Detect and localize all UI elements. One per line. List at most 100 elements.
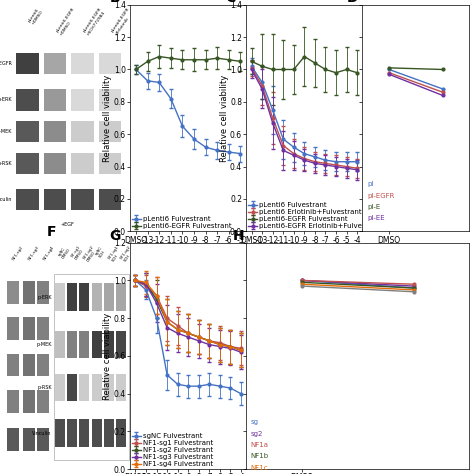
- FancyBboxPatch shape: [99, 89, 121, 110]
- FancyBboxPatch shape: [7, 281, 19, 304]
- FancyBboxPatch shape: [23, 281, 35, 304]
- FancyBboxPatch shape: [104, 374, 114, 401]
- Text: Vinculin: Vinculin: [0, 197, 12, 202]
- FancyBboxPatch shape: [55, 374, 65, 401]
- FancyBboxPatch shape: [23, 318, 35, 340]
- FancyBboxPatch shape: [23, 354, 35, 376]
- Text: H: H: [233, 229, 245, 243]
- FancyBboxPatch shape: [104, 331, 114, 358]
- FancyBboxPatch shape: [91, 331, 102, 358]
- FancyBboxPatch shape: [67, 331, 77, 358]
- FancyBboxPatch shape: [91, 283, 102, 310]
- FancyBboxPatch shape: [79, 419, 90, 447]
- FancyBboxPatch shape: [55, 419, 65, 447]
- FancyBboxPatch shape: [37, 318, 49, 340]
- FancyBboxPatch shape: [37, 281, 49, 304]
- FancyBboxPatch shape: [99, 189, 121, 210]
- Text: sgNC
SCH: sgNC SCH: [95, 245, 108, 258]
- Text: B: B: [109, 0, 120, 5]
- FancyBboxPatch shape: [37, 390, 49, 412]
- FancyBboxPatch shape: [71, 153, 94, 174]
- FancyBboxPatch shape: [7, 318, 19, 340]
- FancyBboxPatch shape: [23, 428, 35, 451]
- Text: p-MEK: p-MEK: [36, 342, 52, 347]
- FancyBboxPatch shape: [91, 419, 102, 447]
- Text: NF1c: NF1c: [251, 465, 268, 471]
- Text: NF1a: NF1a: [251, 442, 269, 448]
- Text: pLenti6-EGFR
+DMSO: pLenti6-EGFR +DMSO: [55, 7, 79, 36]
- Text: pl-E: pl-E: [368, 204, 381, 210]
- FancyBboxPatch shape: [55, 331, 65, 358]
- Text: pLenti6-EGFR
+SCH772984: pLenti6-EGFR +SCH772984: [82, 7, 107, 36]
- Text: NF-sg1
DMSO: NF-sg1 DMSO: [70, 245, 85, 261]
- FancyBboxPatch shape: [79, 374, 90, 401]
- FancyBboxPatch shape: [99, 121, 121, 142]
- Y-axis label: Relative cell viability: Relative cell viability: [103, 74, 112, 162]
- Text: D: D: [346, 0, 358, 5]
- Text: p-RSK: p-RSK: [0, 161, 12, 166]
- FancyBboxPatch shape: [116, 374, 126, 401]
- Text: p-MEK: p-MEK: [0, 129, 12, 134]
- Legend: pLenti6 Fulvestrant, pLenti6 Erlotinib+Fulvestrant, pLenti6-EGFR Fulvestrant, pL: pLenti6 Fulvestrant, pLenti6 Erlotinib+F…: [248, 201, 383, 230]
- Text: pl-EGFR: pl-EGFR: [368, 193, 395, 199]
- FancyBboxPatch shape: [91, 374, 102, 401]
- X-axis label: Fulvestrant (Log₂ μM): Fulvestrant (Log₂ μM): [143, 246, 233, 255]
- Text: pLenti6-EGFR
+Erlotinib: pLenti6-EGFR +Erlotinib: [110, 7, 134, 36]
- FancyBboxPatch shape: [99, 153, 121, 174]
- Legend: sgNC Fulvestrant, NF1-sg1 Fulvestrant, NF1-sg2 Fulvestrant, NF1-sg3 Fulvestrant,: sgNC Fulvestrant, NF1-sg1 Fulvestrant, N…: [132, 432, 214, 468]
- Text: p-ERK: p-ERK: [37, 294, 52, 300]
- FancyBboxPatch shape: [99, 53, 121, 74]
- Text: NF1b: NF1b: [251, 454, 269, 459]
- Text: C: C: [226, 0, 236, 5]
- FancyBboxPatch shape: [71, 53, 94, 74]
- Text: NF1-sg2: NF1-sg2: [12, 245, 25, 261]
- FancyBboxPatch shape: [16, 89, 38, 110]
- FancyBboxPatch shape: [44, 53, 66, 74]
- Text: NF1-sg2
SCH: NF1-sg2 SCH: [119, 245, 136, 263]
- Text: pl: pl: [368, 182, 374, 188]
- Text: p-RSK: p-RSK: [37, 385, 52, 390]
- FancyBboxPatch shape: [116, 419, 126, 447]
- FancyBboxPatch shape: [23, 390, 35, 412]
- Text: sg2: sg2: [251, 431, 263, 437]
- X-axis label: Fulvestrant (Log₂ μM): Fulvestrant (Log₂ μM): [259, 246, 349, 255]
- FancyBboxPatch shape: [71, 121, 94, 142]
- Text: p-EGFR: p-EGFR: [0, 61, 12, 66]
- Text: F: F: [47, 225, 56, 238]
- FancyBboxPatch shape: [16, 121, 38, 142]
- Text: NF1-sg4: NF1-sg4: [43, 245, 55, 261]
- Text: NF1-sg3: NF1-sg3: [27, 245, 40, 261]
- Text: pl-EE: pl-EE: [368, 216, 385, 221]
- FancyBboxPatch shape: [44, 189, 66, 210]
- FancyBboxPatch shape: [116, 283, 126, 310]
- FancyBboxPatch shape: [7, 354, 19, 376]
- FancyBboxPatch shape: [79, 283, 90, 310]
- FancyBboxPatch shape: [16, 53, 38, 74]
- Text: +EGF: +EGF: [61, 222, 74, 227]
- Y-axis label: Relative cell viability: Relative cell viability: [219, 74, 228, 162]
- FancyBboxPatch shape: [104, 283, 114, 310]
- Text: Fulvestrant (Log₂ μM): Fulvestrant (Log₂ μM): [371, 258, 461, 267]
- Text: p-ERK: p-ERK: [0, 98, 12, 102]
- FancyBboxPatch shape: [71, 189, 94, 210]
- Y-axis label: Relative cell viability: Relative cell viability: [103, 312, 112, 400]
- FancyBboxPatch shape: [44, 121, 66, 142]
- FancyBboxPatch shape: [116, 331, 126, 358]
- FancyBboxPatch shape: [67, 419, 77, 447]
- FancyBboxPatch shape: [79, 331, 90, 358]
- Text: G: G: [109, 229, 120, 243]
- Legend: pLenti6 Fulvestrant, pLenti6-EGFR Fulvestrant: pLenti6 Fulvestrant, pLenti6-EGFR Fulves…: [132, 216, 232, 230]
- FancyBboxPatch shape: [55, 283, 65, 310]
- FancyBboxPatch shape: [37, 354, 49, 376]
- FancyBboxPatch shape: [71, 89, 94, 110]
- FancyBboxPatch shape: [37, 428, 49, 451]
- FancyBboxPatch shape: [7, 428, 19, 451]
- Text: sg: sg: [251, 419, 259, 425]
- FancyBboxPatch shape: [67, 283, 77, 310]
- Text: Vinculin: Vinculin: [32, 430, 52, 436]
- FancyBboxPatch shape: [44, 89, 66, 110]
- FancyBboxPatch shape: [7, 390, 19, 412]
- Text: sgNC
DMSO: sgNC DMSO: [58, 245, 72, 260]
- FancyBboxPatch shape: [16, 189, 38, 210]
- FancyBboxPatch shape: [104, 419, 114, 447]
